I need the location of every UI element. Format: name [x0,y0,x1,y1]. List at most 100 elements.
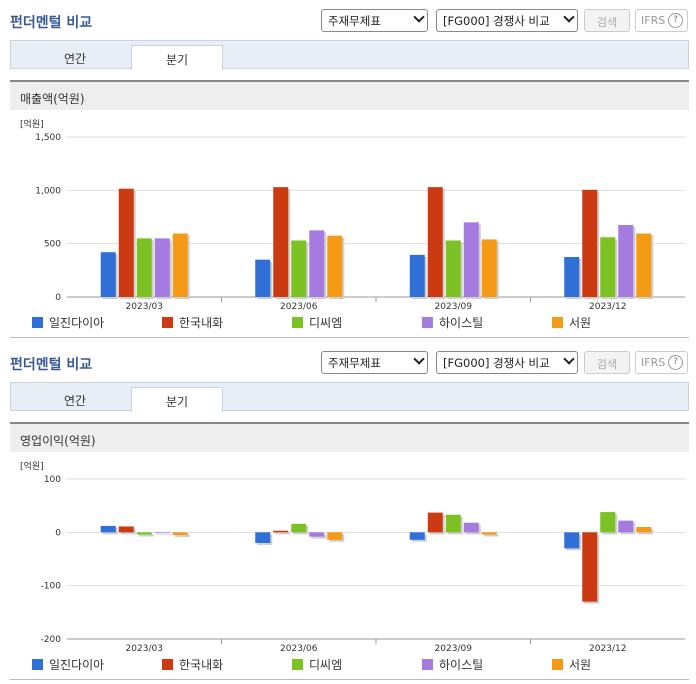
bar [409,532,425,540]
help-icon[interactable]: ? [668,355,683,370]
competitor-select[interactable]: [FG000] 경쟁사 비교 [436,9,578,32]
help-icon[interactable]: ? [668,13,683,28]
bar [564,257,580,297]
section-header: 펀더멘털 비교 주재무제표 [FG000] 경쟁사 비교 검색 IFRS ? [0,342,696,380]
y-tick-label: 0 [55,528,61,538]
legend-item[interactable]: 일진다이아 [32,656,104,673]
legend-item[interactable]: 일진다이아 [32,314,104,331]
bar [481,239,497,297]
legend-item[interactable]: 서원 [552,314,591,331]
tab-annual[interactable]: 연간 [63,394,87,408]
period-tabs: 연간 분기 [10,382,689,412]
revenue-chart: [억원] 0 500 1,000 1,500 2023/03 2023/06 2023/09 2… [10,115,689,315]
legend-item[interactable]: 디씨엠 [292,656,342,673]
legend-item[interactable]: 하이스틸 [422,656,483,673]
y-tick-label: 100 [44,475,61,485]
bar [100,525,116,533]
bar [600,237,616,297]
bar [255,532,271,543]
y-tick-label: 1,000 [35,186,61,196]
chevron-down-icon [413,353,425,365]
legend-item[interactable]: 하이스틸 [422,314,483,331]
x-tick-label: 2023/03 [126,302,163,310]
operating-profit-legend: 일진다이아 한국내화 디씨엠 하이스틸 서원 [10,656,689,674]
bar [564,532,580,549]
bar [291,523,307,533]
bar [255,259,271,297]
bar [618,520,634,533]
bar-shadow [156,534,172,536]
bar [327,235,343,297]
operating-profit-chart-svg: [억원] -200 -100 0 100 2023/03 2023/06 2023/09 202… [20,460,685,654]
bar [463,522,479,533]
legend-label: 디씨엠 [309,316,343,330]
bar [618,225,634,297]
bar [309,532,325,537]
competitor-select-value: [FG000] 경쟁사 비교 [443,14,550,28]
legend-item[interactable]: 디씨엠 [292,314,342,331]
revenue-chart-svg: [억원] 0 500 1,000 1,500 2023/03 2023/06 2023/09 2… [20,118,685,310]
period-tabs: 연간 분기 [10,40,689,70]
bar [118,188,134,297]
legend-item[interactable]: 한국내화 [162,314,223,331]
chevron-down-icon [563,11,575,23]
bar [136,238,152,297]
bar [118,526,134,533]
ifrs-button[interactable]: IFRS ? [635,9,688,32]
tab-quarterly[interactable]: 분기 [131,387,223,412]
y-axis-unit-label: [억원] [20,118,44,130]
tab-annual[interactable]: 연간 [63,52,87,66]
legend-swatch [32,317,43,328]
legend-item[interactable]: 서원 [552,656,591,673]
legend-label: 디씨엠 [309,658,343,672]
bar [154,238,170,297]
bar [463,222,479,297]
bar [445,514,461,533]
bar [636,233,652,297]
bar-shadow [174,534,190,537]
operating-profit-chart: [억원] -200 -100 0 100 2023/03 2023/06 2023/09 202… [10,457,689,657]
bar [136,532,152,535]
bar [427,512,443,533]
legend-swatch [552,659,563,670]
tab-quarterly[interactable]: 분기 [131,45,223,70]
y-axis-unit-label: [억원] [20,460,44,472]
bar [327,532,343,540]
fundamental-section-1: 펀더멘털 비교 주재무제표 [FG000] 경쟁사 비교 검색 IFRS ? 연… [0,0,696,340]
y-tick-label: 1,500 [35,133,61,143]
legend-label: 서원 [569,316,592,330]
legend-swatch [32,659,43,670]
x-tick-label: 2023/09 [435,644,473,654]
bar [154,532,170,534]
y-tick-label: -200 [41,635,62,645]
search-button[interactable]: 검색 [584,351,630,374]
statement-select-value: 주재무제표 [328,356,381,370]
bar [427,187,443,297]
bar [600,512,616,533]
bar [172,532,188,535]
x-tick-label: 2023/12 [589,644,626,654]
legend-label: 하이스틸 [439,316,484,330]
fundamental-section-2: 펀더멘털 비교 주재무제표 [FG000] 경쟁사 비교 검색 IFRS ? 연… [0,342,696,684]
legend-item[interactable]: 한국내화 [162,656,223,673]
legend-swatch [162,317,173,328]
legend-swatch [292,659,303,670]
ifrs-button[interactable]: IFRS ? [635,351,688,374]
y-tick-label: -100 [41,582,62,592]
statement-select[interactable]: 주재무제표 [321,351,428,374]
chevron-down-icon [563,353,575,365]
search-button[interactable]: 검색 [584,9,630,32]
legend-swatch [422,659,433,670]
bar [445,240,461,297]
revenue-legend: 일진다이아 한국내화 디씨엠 하이스틸 서원 [10,314,689,332]
legend-label: 일진다이아 [49,658,105,672]
chevron-down-icon [413,11,425,23]
bar [100,252,116,297]
legend-label: 일진다이아 [49,316,105,330]
competitor-select[interactable]: [FG000] 경쟁사 비교 [436,351,578,374]
bar [309,230,325,297]
statement-select-value: 주재무제표 [328,14,381,28]
section-title: 펀더멘털 비교 [10,357,93,373]
statement-select[interactable]: 주재무제표 [321,9,428,32]
bar [273,187,289,297]
